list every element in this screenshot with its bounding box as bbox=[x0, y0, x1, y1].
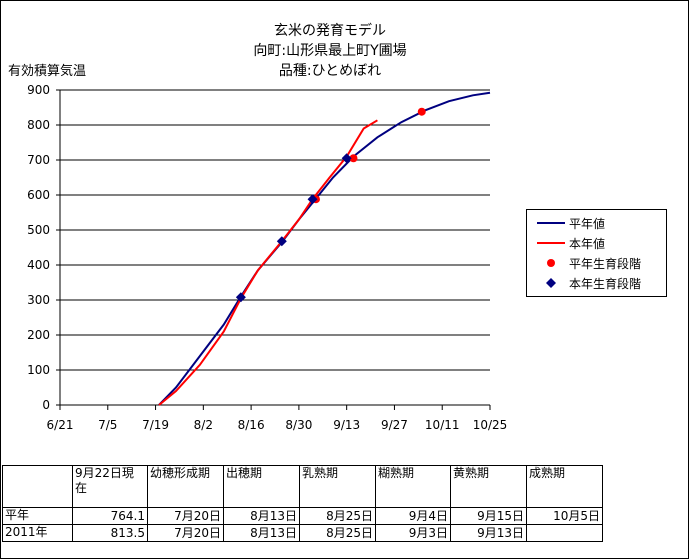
x-tick-label: 9/13 bbox=[333, 418, 360, 432]
x-tick-label: 8/30 bbox=[285, 418, 312, 432]
table-cell: 8月13日 bbox=[223, 524, 300, 542]
table-cell: 9月4日 bbox=[375, 507, 451, 525]
table-header-cell: 成熟期 bbox=[526, 465, 603, 508]
table-row-label: 平年 bbox=[2, 507, 73, 525]
legend-label-current: 本年値 bbox=[569, 237, 606, 251]
table-cell: 9月15日 bbox=[450, 507, 527, 525]
series-line-current bbox=[158, 119, 378, 406]
marker-avg-stage bbox=[349, 154, 358, 163]
x-tick-label: 8/16 bbox=[238, 418, 265, 432]
table-header-cell: 黄熟期 bbox=[450, 465, 527, 508]
table-cell bbox=[526, 524, 603, 542]
table-cell: 8月13日 bbox=[223, 507, 300, 525]
table-cell: 9月13日 bbox=[450, 524, 527, 542]
x-tick-label: 9/27 bbox=[381, 418, 408, 432]
chart-plot: 0 100 200 300 400 500 600 700 800 900 6/21 7/5 7/19 8… bbox=[27, 83, 508, 432]
y-tick-label: 400 bbox=[27, 258, 50, 272]
marker-current-stage bbox=[341, 153, 352, 164]
legend-label-avg-stage: 平年生育段階 bbox=[569, 257, 642, 271]
series-line-avg bbox=[158, 91, 491, 406]
x-tick-label: 7/19 bbox=[142, 418, 169, 432]
legend-item-avg-stage: 平年生育段階 bbox=[527, 254, 666, 272]
table-header-cell: 出穂期 bbox=[223, 465, 300, 508]
marker-avg-stage bbox=[417, 107, 426, 116]
y-axis-label: 有効積算気温 bbox=[8, 64, 87, 79]
table-row: 平年 764.1 7月20日 8月13日 8月25日 9月4日 9月15日 10… bbox=[2, 507, 603, 525]
table-cell: 813.5 bbox=[72, 524, 148, 542]
table-cell: 7月20日 bbox=[147, 507, 224, 525]
x-tick-label: 7/5 bbox=[98, 418, 117, 432]
table-row-label: 2011年 bbox=[2, 524, 73, 542]
table-row: 2011年 813.5 7月20日 8月13日 8月25日 9月3日 9月13日 bbox=[2, 524, 603, 542]
legend-label-avg: 平年値 bbox=[569, 217, 606, 231]
table-header-row: 9月22日現在 幼穂形成期 出穂期 乳熟期 糊熟期 黄熟期 成熟期 bbox=[2, 465, 603, 508]
table-header-cell: 9月22日現在 bbox=[72, 465, 148, 508]
marker-current-stage bbox=[235, 292, 246, 303]
y-tick-label: 100 bbox=[27, 363, 50, 377]
x-tick-label: 6/21 bbox=[47, 418, 74, 432]
table-cell: 10月5日 bbox=[526, 507, 603, 525]
y-tick-label: 700 bbox=[27, 153, 50, 167]
legend-item-current-stage: 本年生育段階 bbox=[527, 274, 666, 292]
y-tick-label: 500 bbox=[27, 223, 50, 237]
y-tick-label: 600 bbox=[27, 188, 50, 202]
table-cell: 8月25日 bbox=[299, 507, 376, 525]
y-tick-label: 900 bbox=[27, 83, 50, 97]
table-header-cell: 幼穂形成期 bbox=[147, 465, 224, 508]
marker-current-stage bbox=[276, 236, 287, 247]
table-header-cell: 乳熟期 bbox=[299, 465, 376, 508]
table-cell: 8月25日 bbox=[299, 524, 376, 542]
legend-item-current: 本年値 bbox=[527, 234, 666, 252]
y-tick-label: 200 bbox=[27, 328, 50, 342]
y-tick-label: 300 bbox=[27, 293, 50, 307]
chart-subtitle-location: 向町:山形県最上町Y圃場 bbox=[253, 43, 407, 59]
table-cell: 9月3日 bbox=[375, 524, 451, 542]
chart-title: 玄米の発育モデル bbox=[274, 23, 386, 39]
table-header-cell: 糊熟期 bbox=[375, 465, 451, 508]
legend: 平年値 本年値 平年生育段階 本年生育段階 bbox=[526, 209, 667, 297]
y-tick-label: 800 bbox=[27, 118, 50, 132]
y-tick-label: 0 bbox=[42, 398, 50, 412]
legend-label-current-stage: 本年生育段階 bbox=[569, 277, 642, 291]
x-tick-label: 10/25 bbox=[473, 418, 508, 432]
chart-subtitle-variety: 品種:ひとめぼれ bbox=[278, 63, 382, 79]
table-cell: 7月20日 bbox=[147, 524, 224, 542]
table-cell: 764.1 bbox=[72, 507, 148, 525]
x-tick-label: 8/2 bbox=[194, 418, 213, 432]
marker-current-stage bbox=[307, 194, 318, 205]
legend-item-avg: 平年値 bbox=[527, 214, 666, 232]
stage-table: 9月22日現在 幼穂形成期 出穂期 乳熟期 糊熟期 黄熟期 成熟期 平年 764… bbox=[2, 465, 603, 542]
table-header-cell bbox=[2, 465, 73, 508]
x-tick-label: 10/11 bbox=[425, 418, 460, 432]
